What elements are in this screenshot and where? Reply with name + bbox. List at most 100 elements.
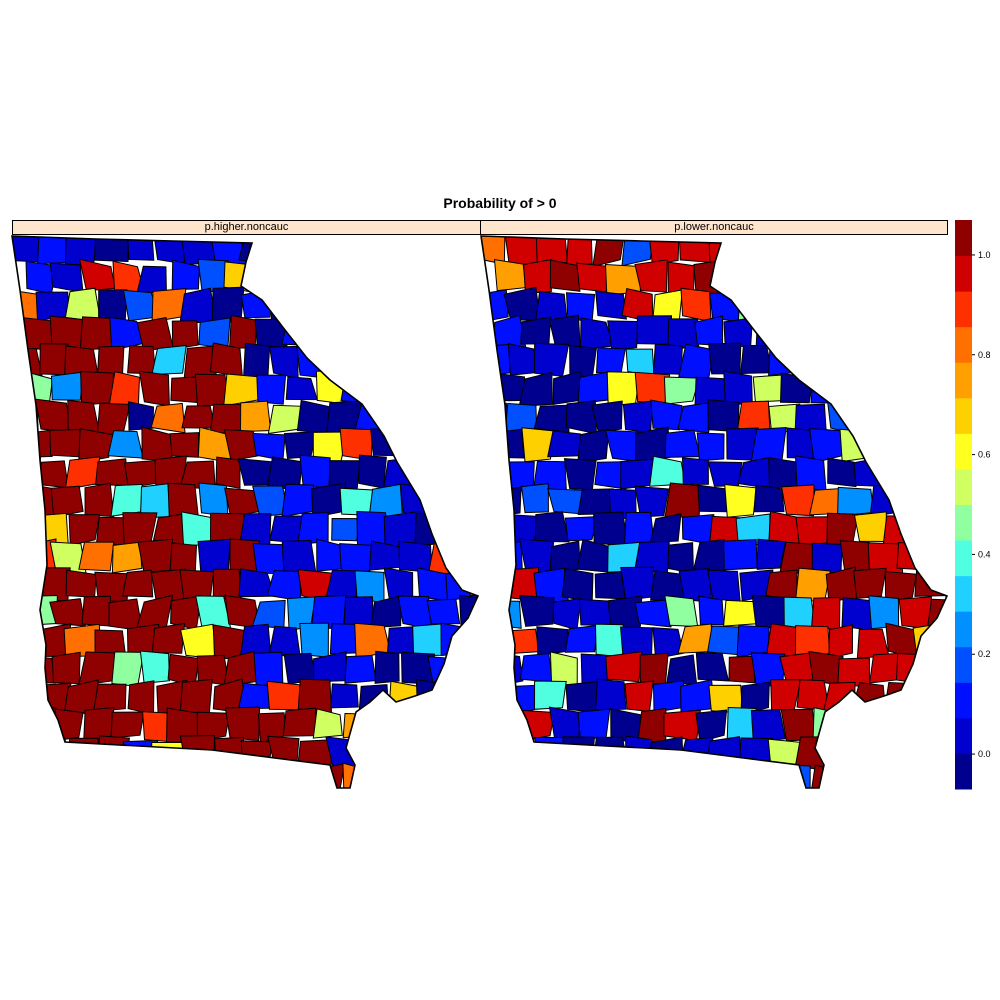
county	[883, 681, 918, 712]
county	[534, 342, 570, 377]
county	[794, 288, 825, 323]
county	[110, 483, 143, 517]
state-outline	[11, 235, 480, 789]
county	[472, 680, 478, 713]
county	[620, 458, 654, 490]
county	[723, 762, 756, 788]
county	[67, 399, 100, 433]
county	[669, 762, 700, 788]
county	[198, 482, 229, 517]
colorkey-swatch	[955, 646, 972, 683]
county	[339, 543, 373, 574]
county	[518, 594, 555, 627]
county	[858, 348, 889, 378]
county	[398, 540, 433, 573]
county	[882, 515, 914, 547]
county	[340, 372, 376, 404]
county	[693, 259, 727, 296]
county	[924, 540, 947, 571]
county	[12, 739, 44, 769]
county	[811, 258, 843, 290]
county	[385, 236, 414, 268]
county	[822, 349, 860, 374]
county	[461, 539, 478, 575]
county	[414, 344, 449, 379]
county	[736, 624, 770, 658]
county	[910, 458, 942, 491]
county	[911, 347, 942, 376]
county	[721, 263, 757, 289]
county	[136, 594, 174, 629]
county	[355, 344, 391, 374]
county	[839, 258, 875, 294]
county	[652, 343, 683, 375]
county	[397, 262, 433, 296]
county	[415, 678, 446, 712]
county	[667, 542, 695, 574]
county	[706, 736, 743, 768]
county	[564, 624, 598, 653]
county	[427, 655, 457, 686]
county	[137, 538, 174, 573]
county	[281, 314, 319, 347]
county	[639, 652, 669, 685]
county	[296, 399, 332, 434]
county	[427, 541, 461, 574]
county	[481, 513, 509, 543]
county	[460, 650, 478, 685]
county	[374, 650, 400, 684]
county	[592, 236, 625, 268]
county	[750, 709, 786, 743]
county	[51, 708, 84, 742]
county	[12, 348, 43, 377]
county	[297, 512, 329, 545]
county	[412, 287, 449, 324]
county	[621, 236, 654, 267]
county	[431, 315, 459, 347]
county	[84, 482, 115, 518]
county	[481, 680, 507, 715]
county	[577, 428, 610, 464]
county	[518, 764, 552, 788]
panel-strip-left: p.higher.noncauc	[12, 220, 481, 235]
county	[458, 486, 478, 518]
county	[577, 708, 611, 740]
county	[594, 678, 627, 711]
county	[770, 679, 802, 711]
county	[179, 287, 217, 324]
county	[126, 236, 155, 261]
county	[867, 766, 902, 788]
county	[169, 432, 200, 458]
county	[868, 595, 900, 630]
county	[12, 567, 42, 601]
county	[224, 762, 261, 788]
county	[851, 404, 886, 433]
county	[171, 259, 201, 291]
county	[239, 623, 272, 658]
plot-title: Probability of > 0	[443, 195, 557, 211]
county	[330, 683, 359, 709]
county	[196, 711, 231, 743]
county	[564, 516, 599, 542]
county	[636, 315, 673, 345]
county	[897, 259, 931, 295]
county	[577, 371, 611, 405]
county	[869, 428, 904, 464]
county	[12, 622, 42, 657]
county	[757, 765, 786, 788]
county	[667, 261, 695, 293]
county	[723, 539, 758, 571]
colorkey-swatch	[955, 362, 972, 399]
county	[68, 514, 101, 546]
county	[738, 236, 768, 264]
county	[914, 236, 944, 261]
county	[224, 706, 261, 742]
county	[138, 370, 170, 407]
county	[780, 319, 817, 351]
county	[853, 455, 889, 488]
county	[443, 456, 478, 489]
county	[481, 740, 510, 770]
county	[325, 237, 359, 264]
county	[359, 236, 392, 266]
